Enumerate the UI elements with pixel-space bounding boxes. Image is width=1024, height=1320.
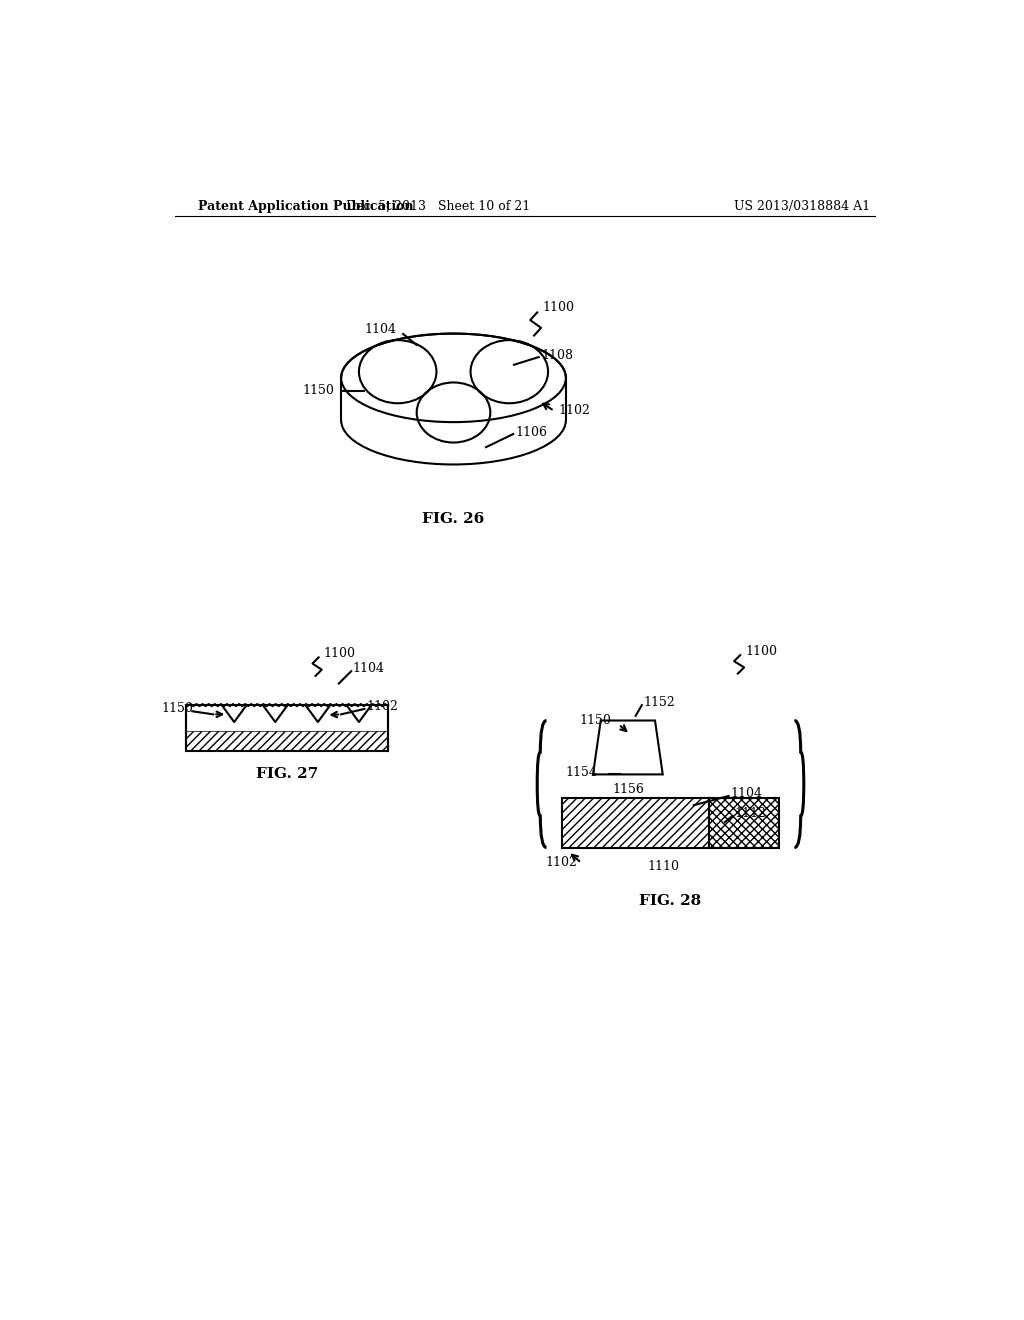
Text: 1100: 1100 <box>745 645 777 659</box>
Text: 1104: 1104 <box>365 323 396 335</box>
Text: Dec. 5, 2013   Sheet 10 of 21: Dec. 5, 2013 Sheet 10 of 21 <box>346 199 530 213</box>
Bar <box>562 797 710 847</box>
Bar <box>186 730 388 751</box>
Text: 1100: 1100 <box>324 647 355 660</box>
Text: 1150: 1150 <box>580 714 611 727</box>
Text: 1106: 1106 <box>515 426 548 440</box>
Text: 1100: 1100 <box>543 301 574 314</box>
Text: 1104: 1104 <box>352 663 384 676</box>
Bar <box>562 797 779 847</box>
Text: 1102: 1102 <box>545 857 577 870</box>
Text: 1150: 1150 <box>302 384 334 397</box>
Text: 1150: 1150 <box>162 702 194 715</box>
Text: Patent Application Publication: Patent Application Publication <box>198 199 414 213</box>
Text: 1108: 1108 <box>542 348 573 362</box>
Text: 1104: 1104 <box>730 787 762 800</box>
Text: 1110: 1110 <box>647 861 679 874</box>
Text: 1102: 1102 <box>367 700 398 713</box>
Text: 1112: 1112 <box>734 807 766 820</box>
Text: 1102: 1102 <box>558 404 590 417</box>
Text: FIG. 26: FIG. 26 <box>422 512 484 525</box>
Text: 1152: 1152 <box>643 696 675 709</box>
Text: US 2013/0318884 A1: US 2013/0318884 A1 <box>734 199 870 213</box>
Text: FIG. 28: FIG. 28 <box>639 895 701 908</box>
Bar <box>710 797 779 847</box>
Text: 1154: 1154 <box>566 767 598 779</box>
Text: 1156: 1156 <box>612 783 644 796</box>
Text: FIG. 27: FIG. 27 <box>256 767 318 781</box>
Bar <box>186 705 388 751</box>
